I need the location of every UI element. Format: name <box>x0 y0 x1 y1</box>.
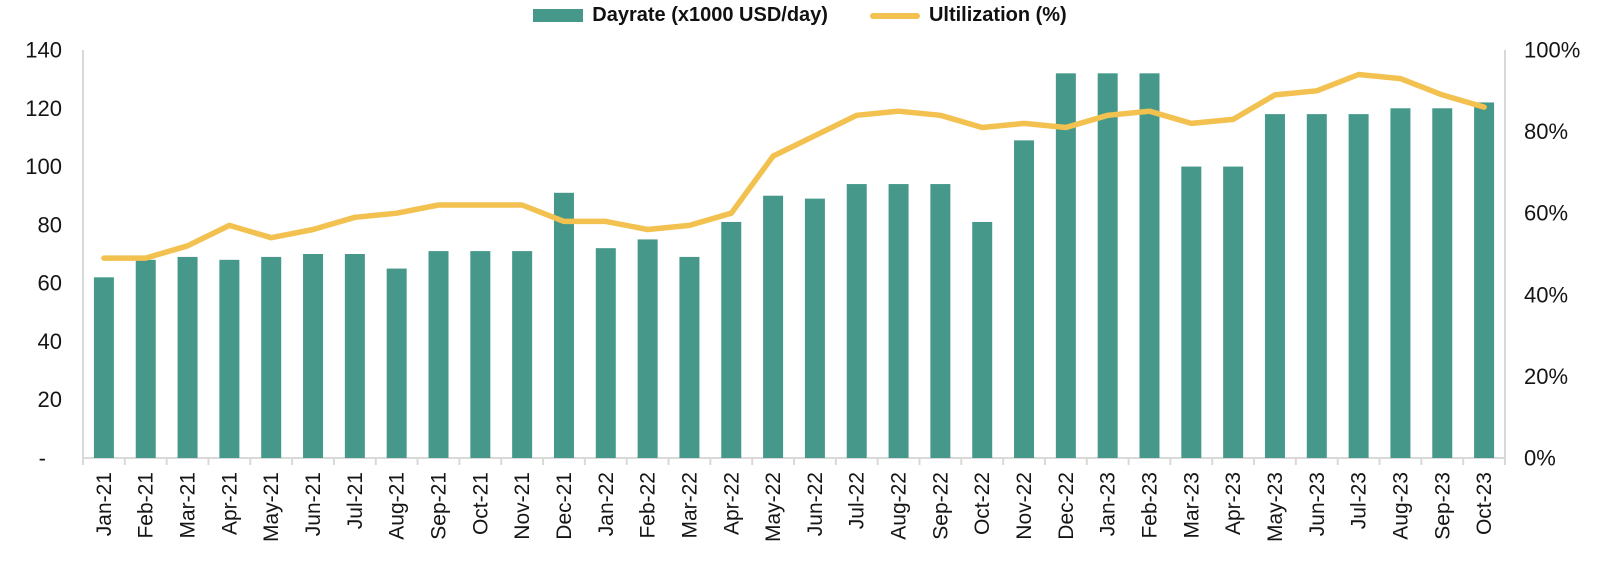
x-tick-label: Aug-23 <box>1389 472 1412 540</box>
bar-Nov-22 <box>1014 140 1035 459</box>
x-tick-label: Jul-22 <box>846 472 869 529</box>
right-axis-tick-label: 0% <box>1524 446 1556 471</box>
bar-Nov-21 <box>512 251 533 458</box>
bar-Apr-21 <box>219 259 240 458</box>
left-axis-tick-label: 140 <box>25 38 62 63</box>
right-axis-tick-label: 80% <box>1524 119 1568 144</box>
x-tick-label: Jan-22 <box>595 472 618 536</box>
legend-item-dayrate[interactable]: Dayrate (x1000 USD/day) <box>533 4 828 27</box>
x-tick-label: Jan-23 <box>1097 472 1120 536</box>
x-tick-label: Sep-23 <box>1431 472 1454 540</box>
bar-Feb-23 <box>1139 73 1160 459</box>
x-tick-label: Jan-21 <box>93 472 116 536</box>
left-axis-tick-label: - <box>39 446 46 471</box>
bar-Sep-21 <box>428 251 449 458</box>
x-tick-label: Mar-21 <box>177 472 200 539</box>
left-axis-tick-label: 120 <box>25 96 62 121</box>
x-tick-label: May-22 <box>762 472 785 542</box>
left-axis-tick-label: 40 <box>38 329 62 354</box>
bar-Jan-22 <box>595 248 616 458</box>
left-axis-tick-label: 20 <box>38 387 62 412</box>
x-tick-label: Dec-22 <box>1055 472 1078 540</box>
x-tick-label: Apr-23 <box>1222 472 1245 535</box>
x-tick-label: Jun-21 <box>302 472 325 536</box>
x-tick-label: Nov-22 <box>1013 472 1036 540</box>
x-tick-label: Dec-21 <box>553 472 576 540</box>
right-axis-tick-label: 40% <box>1524 282 1568 307</box>
left-axis-tick-label: 80 <box>38 212 62 237</box>
legend-label-dayrate: Dayrate (x1000 USD/day) <box>592 4 828 26</box>
x-tick-label: Aug-22 <box>888 472 911 540</box>
x-tick-label: Apr-21 <box>218 472 241 535</box>
x-tick-label: Feb-21 <box>135 472 158 539</box>
legend-item-utilization[interactable]: Ultilization (%) <box>869 4 1067 27</box>
bar-May-23 <box>1264 114 1285 458</box>
bar-Mar-21 <box>177 256 198 458</box>
right-axis-tick-label: 100% <box>1524 38 1580 63</box>
bar-Jun-21 <box>303 254 324 458</box>
bar-Feb-22 <box>637 239 658 458</box>
bar-Jun-22 <box>804 198 825 458</box>
x-tick-label: Mar-22 <box>678 472 701 539</box>
chart-legend: Dayrate (x1000 USD/day) Ultilization (%) <box>0 4 1600 27</box>
bar-Apr-23 <box>1223 166 1244 459</box>
bar-Aug-22 <box>888 184 909 459</box>
bar-Jul-21 <box>344 254 365 458</box>
x-tick-label: Nov-21 <box>511 472 534 540</box>
bar-Jul-23 <box>1348 114 1369 458</box>
x-tick-label: Jun-23 <box>1306 472 1329 536</box>
bar-Oct-22 <box>972 221 993 458</box>
bar-Aug-23 <box>1390 108 1411 459</box>
utilization-swatch-icon <box>869 12 920 19</box>
utilization-line <box>101 71 1487 261</box>
bar-Oct-21 <box>470 251 491 458</box>
x-tick-label: Oct-21 <box>469 472 492 535</box>
bar-May-22 <box>763 195 784 458</box>
bar-Aug-21 <box>386 268 407 458</box>
x-tick-label: Apr-22 <box>720 472 743 535</box>
x-tick-label: Jul-21 <box>344 472 367 529</box>
x-tick-label: Feb-22 <box>637 472 660 539</box>
x-tick-label: Mar-23 <box>1180 472 1203 539</box>
x-tick-label: May-21 <box>260 472 283 542</box>
bar-Dec-21 <box>553 192 574 459</box>
bar-May-21 <box>261 256 282 458</box>
x-tick-label: May-23 <box>1264 472 1287 542</box>
x-tick-label: Jul-23 <box>1348 472 1371 529</box>
legend-label-utilization: Ultilization (%) <box>928 4 1067 26</box>
bar-Mar-23 <box>1181 166 1202 459</box>
x-tick-label: Oct-23 <box>1473 472 1496 535</box>
x-tick-label: Sep-22 <box>929 472 952 540</box>
x-tick-label: Oct-22 <box>971 472 994 535</box>
dayrate-swatch-icon <box>533 9 584 22</box>
bar-Apr-22 <box>721 221 742 458</box>
bar-Jan-21 <box>93 277 114 458</box>
bar-Jan-23 <box>1097 73 1118 459</box>
right-axis-tick-label: 60% <box>1524 201 1568 226</box>
bar-Sep-23 <box>1432 108 1453 459</box>
x-tick-label: Aug-21 <box>386 472 409 540</box>
bar-Oct-23 <box>1474 102 1495 458</box>
bar-Jul-22 <box>846 184 867 459</box>
x-tick-label: Feb-23 <box>1139 472 1162 539</box>
bar-Dec-22 <box>1055 73 1076 459</box>
x-tick-label: Sep-21 <box>428 472 451 540</box>
bar-Jun-23 <box>1306 114 1327 458</box>
bar-Feb-21 <box>135 259 156 458</box>
bar-Mar-22 <box>679 256 700 458</box>
left-axis-tick-label: 100 <box>25 154 62 179</box>
right-axis-tick-label: 20% <box>1524 364 1568 389</box>
x-tick-label: Jun-22 <box>804 472 827 536</box>
bar-Sep-22 <box>930 184 951 459</box>
left-axis-tick-label: 60 <box>38 271 62 296</box>
